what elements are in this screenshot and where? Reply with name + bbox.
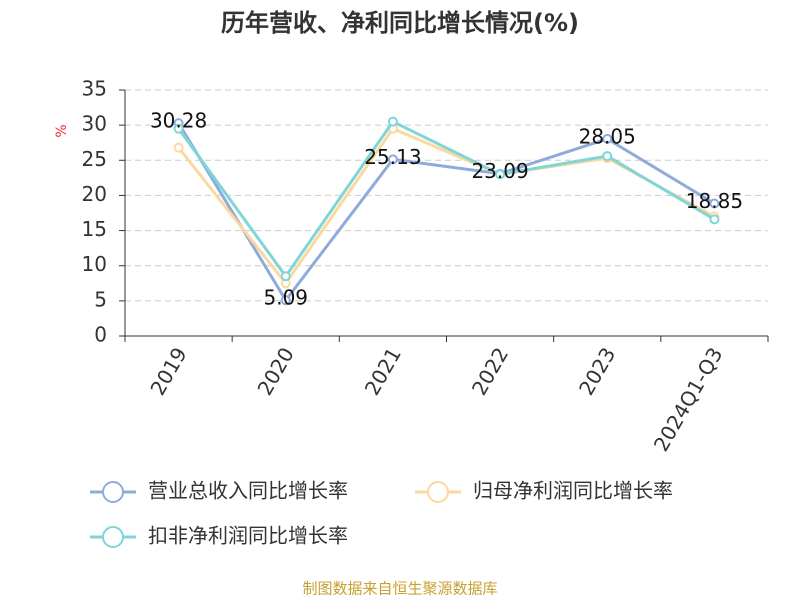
point: [387, 154, 398, 165]
legend-label: 营业总收入同比增长率: [148, 479, 348, 503]
y-tick-label: 0: [94, 323, 107, 347]
point: [709, 214, 720, 225]
x-tick-label: 2024Q1-Q3: [649, 343, 728, 455]
legend-label: 扣非净利润同比增长率: [148, 524, 348, 548]
data-label: 18.85: [686, 189, 743, 213]
point: [280, 295, 291, 306]
legend-marker: [427, 481, 449, 503]
data-label: 25.13: [364, 145, 421, 169]
legend-label: 归母净利润同比增长率: [473, 479, 673, 503]
point: [280, 271, 291, 282]
y-tick-label: 35: [82, 77, 107, 101]
data-label: 28.05: [579, 124, 636, 148]
x-tick-label: 2023: [574, 343, 620, 399]
y-tick-label: 20: [82, 182, 107, 206]
x-tick-label: 2022: [467, 343, 513, 399]
point: [602, 133, 613, 144]
data-label: 5.09: [263, 286, 308, 310]
point: [173, 123, 184, 134]
series-line: [177, 122, 716, 303]
legend-marker: [102, 526, 124, 548]
data-label: 30.28: [150, 109, 207, 133]
point: [495, 169, 506, 180]
chart-title: 历年营收、净利同比增长情况(%): [221, 9, 579, 37]
series-line: [177, 126, 716, 286]
series-line: [177, 119, 716, 279]
y-tick-label: 5: [94, 287, 107, 311]
data-label: 23.09: [471, 159, 528, 183]
y-axis-label: %: [54, 124, 70, 137]
y-tick-label: 10: [82, 252, 107, 276]
y-tick-label: 25: [82, 147, 107, 171]
y-tick-label: 15: [82, 217, 107, 241]
legend-marker: [102, 481, 124, 503]
point: [387, 116, 398, 127]
y-tick-label: 30: [82, 112, 107, 136]
point: [173, 142, 184, 153]
source-note: 制图数据来自恒生聚源数据库: [302, 580, 497, 598]
x-tick-label: 2019: [145, 343, 191, 399]
point: [602, 151, 613, 162]
x-tick-label: 2021: [360, 343, 406, 399]
point: [709, 198, 720, 209]
x-tick-label: 2020: [253, 343, 299, 399]
